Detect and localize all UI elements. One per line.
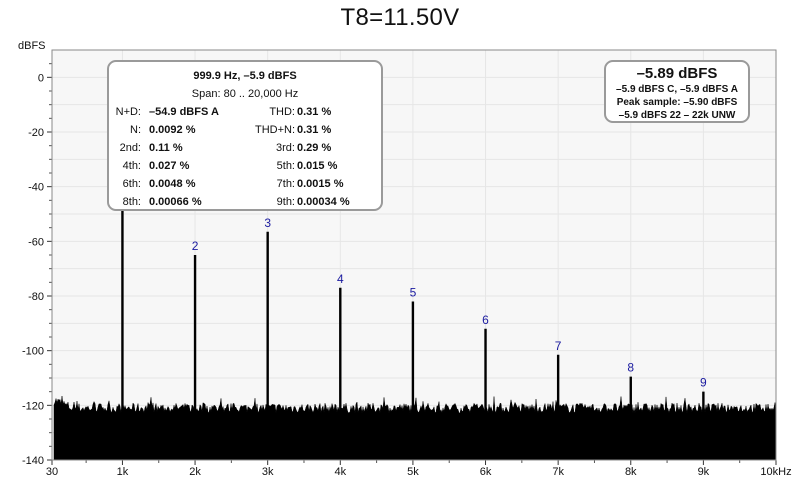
metric-value: 0.027 % — [149, 160, 190, 172]
span-readout: Span: 80 .. 20,000 Hz — [191, 88, 299, 100]
x-tick-label: 4k — [334, 466, 346, 478]
metric-label: 4th: — [122, 160, 141, 172]
metric-label: 5th: — [276, 160, 295, 172]
peak-sample-readout: Peak sample: –5.90 dBFS — [616, 97, 738, 108]
metric-label: 3rd: — [276, 142, 295, 154]
level-main-readout: –5.89 dBFS — [636, 65, 718, 82]
metric-value: –54.9 dBFS A — [149, 106, 219, 118]
harmonic-label: 2 — [192, 239, 199, 253]
harmonic-label: 6 — [482, 313, 489, 327]
metric-label: THD+N: — [254, 124, 295, 136]
metric-value: 0.31 % — [297, 124, 332, 136]
fundamental-readout: 999.9 Hz, –5.9 dBFS — [193, 70, 297, 82]
metric-value: 0.0092 % — [149, 124, 196, 136]
y-tick-label: -140 — [22, 455, 44, 467]
noise-floor-trace — [53, 395, 777, 461]
y-tick-label: -40 — [28, 182, 44, 194]
metric-label: 6th: — [122, 178, 141, 190]
x-tick-label: 8k — [625, 466, 637, 478]
metric-value: 0.11 % — [149, 142, 183, 154]
metric-row: 6th: 0.0048 % 7th: 0.0015 % — [109, 175, 381, 193]
measurement-panel: 999.9 Hz, –5.9 dBFS Span: 80 .. 20,000 H… — [107, 60, 383, 211]
harmonic-label: 8 — [627, 361, 634, 375]
harmonic-label: 5 — [410, 285, 417, 299]
metric-row: N: 0.0092 % THD+N: 0.31 % — [109, 121, 381, 139]
metric-label: N: — [130, 124, 141, 136]
x-tick-label: 30 — [46, 466, 58, 478]
y-tick-label: -60 — [28, 236, 44, 248]
metric-row: 8th: 0.00066 % 9th: 0.00034 % — [109, 193, 381, 211]
plot-frame — [51, 49, 777, 461]
chart-title: T8=11.50V — [340, 4, 460, 31]
metric-value: 0.0048 % — [149, 178, 196, 190]
y-tick-label: -120 — [22, 400, 44, 412]
metric-label: 2nd: — [119, 142, 141, 154]
harmonic-label: 9 — [700, 376, 707, 390]
x-tick-label: 10kHz — [760, 466, 791, 478]
y-tick-label: -20 — [28, 127, 44, 139]
harmonic-label: 7 — [555, 339, 562, 353]
harmonic-label: 4 — [337, 272, 344, 286]
x-tick-label: 7k — [552, 466, 564, 478]
x-tick-label: 6k — [480, 466, 492, 478]
x-tick-label: 9k — [698, 466, 710, 478]
x-tick-label: 5k — [407, 466, 419, 478]
y-tick-label: -100 — [22, 346, 44, 358]
metric-label: N+D: — [115, 106, 141, 118]
unweighted-readout: –5.9 dBFS 22 – 22k UNW — [618, 110, 736, 121]
y-tick-label: -80 — [28, 291, 44, 303]
level-panel: –5.89 dBFS –5.9 dBFS C, –5.9 dBFS A Peak… — [604, 60, 750, 123]
metric-row: 4th: 0.027 % 5th: 0.015 % — [109, 157, 381, 175]
x-tick-label: 2k — [189, 466, 201, 478]
x-tick-label: 1k — [117, 466, 129, 478]
metric-row: N+D: –54.9 dBFS A THD: 0.31 % — [109, 103, 381, 121]
metric-value: 0.0015 % — [297, 178, 344, 190]
metric-value: 0.00034 % — [297, 196, 350, 208]
metric-label: 8th: — [122, 196, 141, 208]
metric-value: 0.015 % — [297, 160, 338, 172]
metric-label: 7th: — [276, 178, 295, 190]
harmonic-label: 3 — [264, 216, 271, 230]
metric-label: THD: — [269, 106, 295, 118]
y-axis-label: dBFS — [18, 40, 46, 52]
metric-value: 0.29 % — [297, 142, 332, 154]
metric-value: 0.31 % — [297, 106, 332, 118]
x-tick-label: 3k — [262, 466, 274, 478]
metric-label: 9th: — [276, 196, 295, 208]
metric-value: 0.00066 % — [149, 196, 202, 208]
y-tick-label: 0 — [38, 72, 44, 84]
level-weighted-readout: –5.9 dBFS C, –5.9 dBFS A — [616, 84, 738, 95]
metric-row: 2nd: 0.11 % 3rd: 0.29 % — [109, 139, 381, 157]
